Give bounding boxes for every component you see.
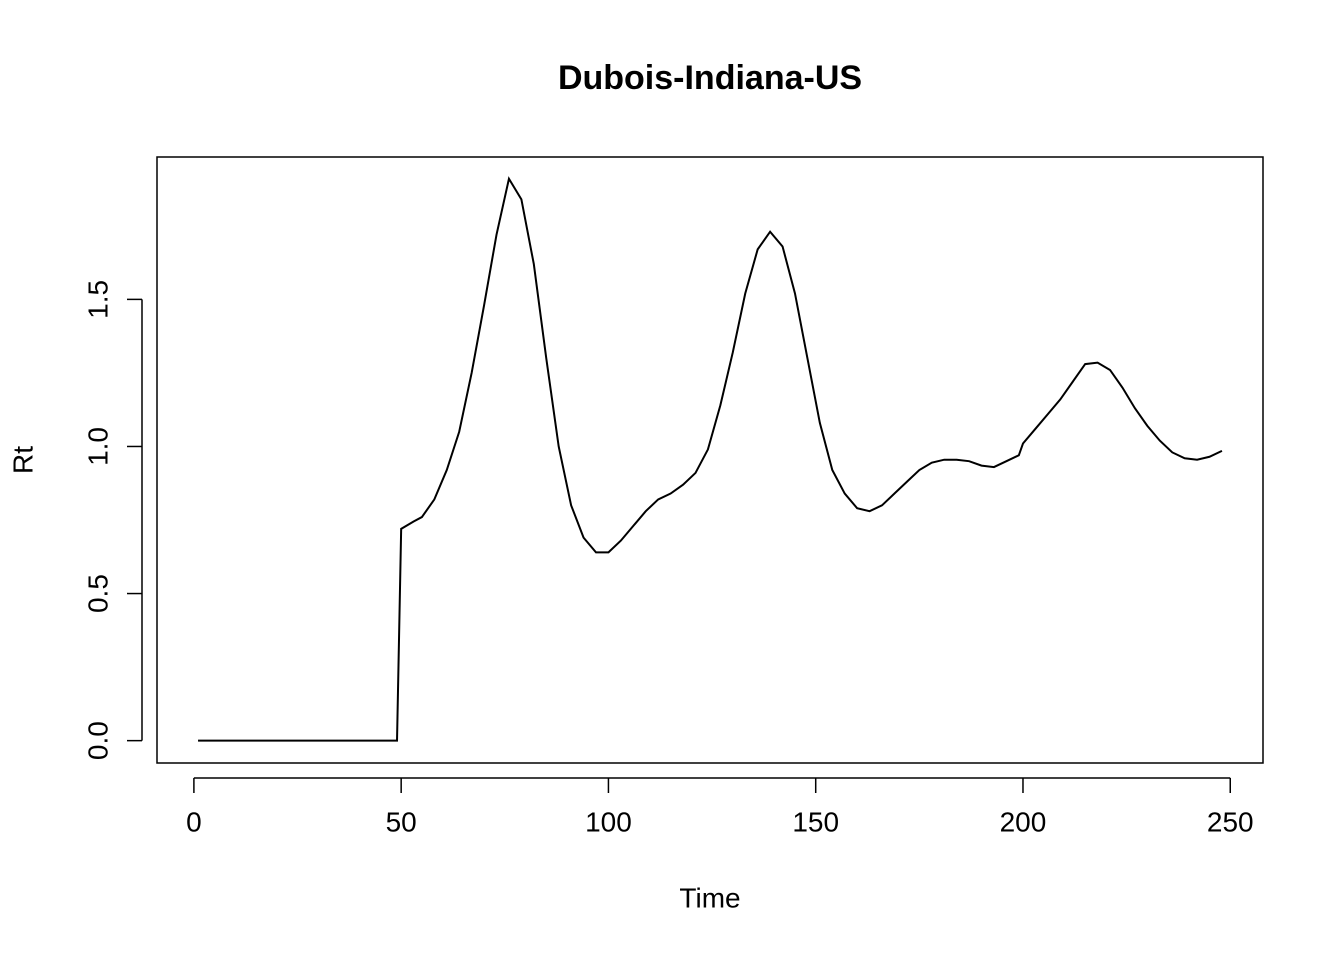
x-tick-label: 150	[792, 806, 839, 837]
y-tick-label: 0.5	[82, 574, 113, 613]
x-tick-label: 50	[386, 806, 417, 837]
plot-frame	[156, 156, 1264, 764]
x-tick-label: 0	[186, 806, 202, 837]
chart-title: Dubois-Indiana-US	[558, 59, 862, 97]
y-axis-label: Rt	[7, 446, 38, 474]
x-tick-label: 250	[1207, 806, 1254, 837]
x-tick-label: 200	[1000, 806, 1047, 837]
data-line	[198, 176, 1223, 742]
x-tick-label: 100	[585, 806, 632, 837]
y-tick-label: 0.0	[82, 721, 113, 760]
x-axis-label: Time	[679, 882, 740, 913]
y-tick-label: 1.0	[82, 427, 113, 466]
y-tick-label: 1.5	[82, 280, 113, 319]
